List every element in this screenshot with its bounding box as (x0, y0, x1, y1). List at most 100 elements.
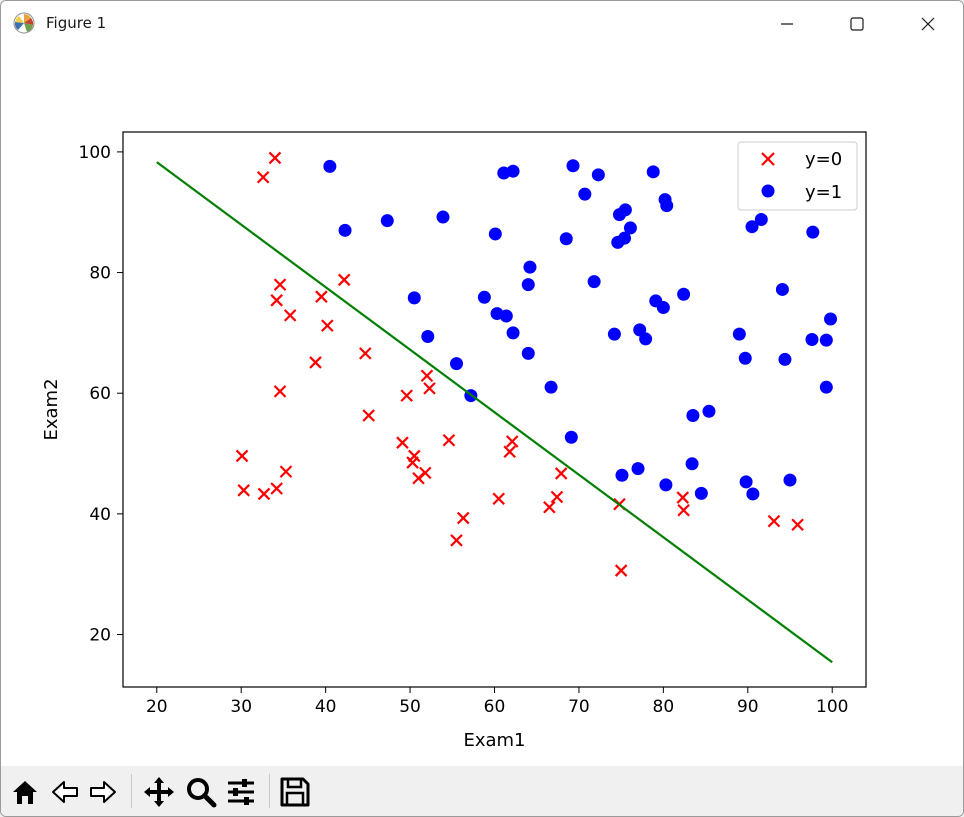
point-y1 (566, 159, 580, 173)
point-y0 (543, 500, 556, 514)
point-y0 (235, 449, 249, 463)
point-y0 (268, 151, 282, 165)
point-y0 (270, 482, 283, 495)
pan-button[interactable] (141, 775, 177, 809)
forward-button[interactable] (85, 775, 121, 809)
point-y1 (521, 278, 535, 292)
point-y0 (767, 514, 781, 528)
x-tick-label: 60 (484, 697, 506, 717)
point-y1 (323, 159, 337, 173)
point-y1 (607, 327, 621, 341)
point-y1 (819, 380, 833, 394)
point-y0 (400, 389, 413, 402)
x-tick-label: 90 (737, 697, 759, 717)
maximize-button[interactable] (834, 1, 880, 46)
point-y0 (283, 309, 297, 322)
y-tick-label: 20 (89, 626, 111, 646)
point-y1 (686, 409, 700, 423)
point-y1 (477, 290, 491, 304)
x-tick-label: 20 (146, 697, 168, 717)
window-title: Figure 1 (46, 14, 107, 32)
point-y0 (406, 456, 419, 469)
point-y1 (819, 333, 833, 347)
x-tick-label: 100 (816, 697, 848, 717)
point-y0 (273, 278, 287, 291)
point-y0 (337, 273, 351, 287)
toolbar-separator (269, 774, 270, 808)
point-y0 (273, 385, 287, 398)
point-y1 (738, 351, 752, 365)
point-y1 (732, 327, 746, 341)
point-y0 (492, 492, 505, 506)
point-y0 (450, 534, 463, 547)
point-y1 (631, 462, 645, 476)
maximize-icon (850, 16, 864, 31)
point-y1 (824, 312, 838, 326)
point-y0 (614, 564, 628, 577)
save-button[interactable] (277, 775, 313, 809)
point-y1 (499, 309, 513, 323)
y-tick-label: 40 (89, 505, 111, 525)
x-axis-ticks: 20 30 40 50 60 70 80 90 100 (146, 687, 848, 717)
point-y1 (702, 404, 716, 418)
x-tick-label: 30 (230, 697, 252, 717)
point-y1 (694, 486, 708, 500)
configure-subplots-icon (228, 779, 254, 805)
point-y1 (450, 357, 464, 371)
navigation-toolbar (1, 766, 963, 816)
configure-subplots-button[interactable] (223, 775, 259, 809)
y-tick-label: 80 (89, 264, 111, 284)
decision-boundary-line (156, 161, 833, 664)
x-tick-label: 50 (399, 697, 421, 717)
point-y0 (279, 465, 293, 478)
point-y0 (676, 491, 690, 504)
close-button[interactable] (905, 1, 951, 46)
home-icon (13, 781, 37, 804)
point-y1 (783, 473, 797, 487)
point-y1 (746, 487, 760, 501)
point-y0 (423, 382, 436, 395)
save-icon (280, 777, 310, 807)
point-y1 (611, 235, 625, 249)
home-button[interactable] (7, 775, 43, 809)
point-y1 (436, 210, 450, 224)
point-y1 (745, 220, 759, 234)
close-icon (921, 17, 935, 30)
point-y1 (587, 275, 601, 289)
point-y0 (315, 290, 328, 303)
point-y1 (591, 168, 605, 182)
point-y0 (257, 487, 271, 501)
point-y0 (420, 369, 434, 382)
point-y0 (442, 433, 456, 447)
matplotlib-logo-icon (13, 12, 35, 34)
x-tick-label: 40 (315, 697, 337, 717)
title-bar[interactable]: Figure 1 (1, 1, 963, 46)
pan-icon (144, 777, 174, 807)
point-y1 (775, 282, 789, 296)
point-y0 (505, 435, 519, 448)
point-y0 (554, 467, 568, 480)
x-tick-label: 70 (568, 697, 590, 717)
back-button[interactable] (47, 775, 83, 809)
point-y0 (362, 409, 375, 422)
forward-icon (90, 781, 116, 803)
legend-marker-y1 (761, 184, 775, 198)
x-tick-label: 80 (653, 697, 675, 717)
y-axis-label: Exam2 (41, 378, 62, 440)
point-y1 (656, 301, 670, 315)
x-axis-label: Exam1 (463, 730, 525, 751)
point-y1 (380, 214, 394, 228)
minimize-button[interactable] (764, 1, 810, 46)
zoom-icon (187, 778, 217, 808)
point-y0 (309, 356, 322, 369)
minimize-icon (781, 22, 793, 25)
point-y1 (578, 187, 592, 201)
point-y1 (659, 478, 673, 492)
figure-canvas[interactable]: 20 30 40 50 60 70 80 90 100 20 40 60 80 100 Exam1 Ex… (1, 46, 963, 766)
zoom-button[interactable] (183, 775, 219, 809)
point-y0 (359, 347, 372, 360)
y-tick-label: 100 (79, 143, 111, 163)
point-y1 (623, 221, 637, 235)
point-y1 (521, 346, 535, 360)
